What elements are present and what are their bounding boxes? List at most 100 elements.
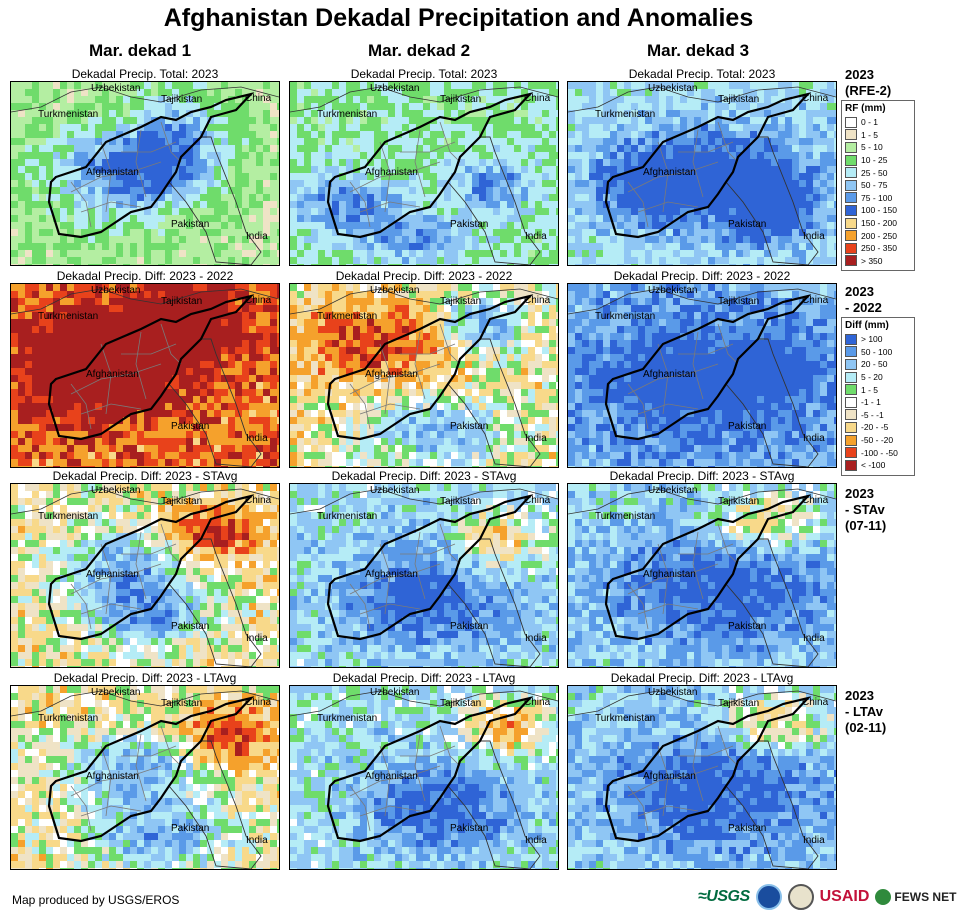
legend-label: 5 - 10 xyxy=(861,142,883,152)
legend-title: RF (mm) xyxy=(845,103,911,114)
map-panel-r4-c1: Dekadal Precip. Diff: 2023 - LTAvg Uzbeki… xyxy=(10,685,280,870)
place-label-tajikistan: Tajikistan xyxy=(161,698,202,709)
place-label-india: India xyxy=(525,231,547,242)
place-label-uzbekistan: Uzbekistan xyxy=(91,83,140,94)
legend-item: -5 - -1 xyxy=(845,409,911,422)
map-panel-r2-c1: Dekadal Precip. Diff: 2023 - 2022 Uzbekis… xyxy=(10,283,280,468)
panel-title: Dekadal Precip. Diff: 2023 - STAvg xyxy=(567,469,837,483)
place-label-china: China xyxy=(802,495,828,506)
seal-logo xyxy=(788,884,814,910)
panel-title: Dekadal Precip. Diff: 2023 - STAvg xyxy=(10,469,280,483)
legend-swatch xyxy=(845,117,857,128)
place-label-turkmenistan: Turkmenistan xyxy=(595,713,655,724)
place-label-tajikistan: Tajikistan xyxy=(718,94,759,105)
place-label-uzbekistan: Uzbekistan xyxy=(91,285,140,296)
panel-title: Dekadal Precip. Diff: 2023 - 2022 xyxy=(10,269,280,283)
place-label-tajikistan: Tajikistan xyxy=(440,496,481,507)
legend-item: -100 - -50 xyxy=(845,446,911,459)
noaa-logo xyxy=(756,884,782,910)
footer-credit: Map produced by USGS/EROS xyxy=(12,893,179,907)
legend-label: 5 - 20 xyxy=(861,372,883,382)
place-label-india: India xyxy=(803,633,825,644)
place-label-tajikistan: Tajikistan xyxy=(440,296,481,307)
place-label-uzbekistan: Uzbekistan xyxy=(648,485,697,496)
panel-title: Dekadal Precip. Diff: 2023 - STAvg xyxy=(289,469,559,483)
legend-item: 200 - 250 xyxy=(845,229,911,242)
place-label-china: China xyxy=(245,93,271,104)
legend-swatch xyxy=(845,230,857,241)
legend-item: 5 - 10 xyxy=(845,141,911,154)
place-label-turkmenistan: Turkmenistan xyxy=(38,109,98,120)
map-panel-r4-c3: Dekadal Precip. Diff: 2023 - LTAvg Uzbeki… xyxy=(567,685,837,870)
globe-icon xyxy=(875,889,891,905)
legend-item: 75 - 100 xyxy=(845,192,911,205)
place-label-pakistan: Pakistan xyxy=(450,421,488,432)
legend-item: 10 - 25 xyxy=(845,154,911,167)
legend-label: < -100 xyxy=(861,460,885,470)
place-label-tajikistan: Tajikistan xyxy=(440,94,481,105)
legend-swatch xyxy=(845,397,857,408)
place-label-tajikistan: Tajikistan xyxy=(161,296,202,307)
precipitation-map: Uzbekistan Tajikistan China Turkmenistan Afg… xyxy=(567,81,837,266)
place-label-turkmenistan: Turkmenistan xyxy=(38,713,98,724)
legend-swatch xyxy=(845,409,857,420)
precipitation-map: Uzbekistan Tajikistan China Turkmenistan Afg… xyxy=(10,283,280,468)
legend-label: 50 - 100 xyxy=(861,347,892,357)
legend-swatch xyxy=(845,372,857,383)
panel-title: Dekadal Precip. Diff: 2023 - LTAvg xyxy=(10,671,280,685)
legend-swatch xyxy=(845,460,857,471)
precipitation-map: Uzbekistan Tajikistan China Turkmenistan Afg… xyxy=(289,81,559,266)
legend-swatch xyxy=(845,435,857,446)
precipitation-map: Uzbekistan Tajikistan China Turkmenistan Afg… xyxy=(10,685,280,870)
place-label-india: India xyxy=(525,633,547,644)
map-panel-r4-c2: Dekadal Precip. Diff: 2023 - LTAvg Uzbeki… xyxy=(289,685,559,870)
place-label-afghanistan: Afghanistan xyxy=(365,369,418,380)
legend-item: 1 - 5 xyxy=(845,383,911,396)
place-label-uzbekistan: Uzbekistan xyxy=(91,687,140,698)
place-label-india: India xyxy=(525,835,547,846)
place-label-afghanistan: Afghanistan xyxy=(643,167,696,178)
place-label-afghanistan: Afghanistan xyxy=(365,771,418,782)
place-label-india: India xyxy=(803,231,825,242)
map-panel-r3-c2: Dekadal Precip. Diff: 2023 - STAvg Uzbeki… xyxy=(289,483,559,668)
column-title-3: Mar. dekad 3 xyxy=(563,41,833,61)
row-label-1: 2023 (RFE-2) xyxy=(845,67,891,99)
place-label-china: China xyxy=(524,295,550,306)
legend-label: > 350 xyxy=(861,256,883,266)
legend-item: 100 - 150 xyxy=(845,204,911,217)
column-title-2: Mar. dekad 2 xyxy=(284,41,554,61)
place-label-pakistan: Pakistan xyxy=(450,219,488,230)
place-label-turkmenistan: Turkmenistan xyxy=(317,713,377,724)
legend-label: 200 - 250 xyxy=(861,231,897,241)
place-label-afghanistan: Afghanistan xyxy=(365,167,418,178)
legend-item: 50 - 75 xyxy=(845,179,911,192)
place-label-india: India xyxy=(246,231,268,242)
place-label-india: India xyxy=(246,433,268,444)
legend-item: 25 - 50 xyxy=(845,166,911,179)
place-label-pakistan: Pakistan xyxy=(171,421,209,432)
row-label-3: 2023- STAv (07-11) xyxy=(845,486,886,534)
legend-swatch xyxy=(845,243,857,254)
map-panel-r1-c1: Dekadal Precip. Total: 2023 Uzbekistan Taj… xyxy=(10,81,280,266)
legend-swatch xyxy=(845,180,857,191)
legend-title: Diff (mm) xyxy=(845,320,911,331)
panel-title: Dekadal Precip. Total: 2023 xyxy=(10,67,280,81)
legend-label: 20 - 50 xyxy=(861,359,887,369)
map-panel-r3-c1: Dekadal Precip. Diff: 2023 - STAvg Uzbeki… xyxy=(10,483,280,668)
legend-swatch xyxy=(845,255,857,266)
main-title: Afghanistan Dekadal Precipitation and An… xyxy=(0,4,917,33)
place-label-china: China xyxy=(802,295,828,306)
place-label-afghanistan: Afghanistan xyxy=(643,369,696,380)
legend-swatch xyxy=(845,142,857,153)
legend-label: 75 - 100 xyxy=(861,193,892,203)
legend-item: 50 - 100 xyxy=(845,346,911,359)
legend-label: > 100 xyxy=(861,334,883,344)
legend-label: 1 - 5 xyxy=(861,130,878,140)
place-label-pakistan: Pakistan xyxy=(171,823,209,834)
place-label-pakistan: Pakistan xyxy=(728,421,766,432)
place-label-china: China xyxy=(524,93,550,104)
place-label-uzbekistan: Uzbekistan xyxy=(370,285,419,296)
place-label-turkmenistan: Turkmenistan xyxy=(317,109,377,120)
map-panel-r1-c2: Dekadal Precip. Total: 2023 Uzbekistan Taj… xyxy=(289,81,559,266)
place-label-afghanistan: Afghanistan xyxy=(365,569,418,580)
